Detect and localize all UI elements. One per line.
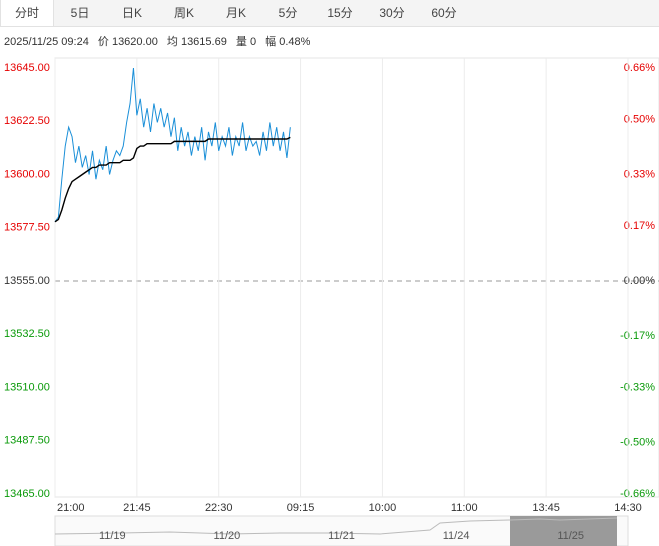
y2-tick-label: -0.17%	[620, 330, 655, 342]
y2-tick-label: -0.50%	[620, 436, 655, 448]
y-tick-label: 13532.50	[4, 328, 50, 340]
x-tick-label: 13:45	[532, 502, 560, 514]
x-tick-label: 21:00	[57, 502, 85, 514]
navigator-date: 11/19	[99, 530, 126, 542]
info-price: 价 13620.00	[97, 36, 158, 48]
y-tick-label: 13645.00	[4, 62, 50, 74]
y-tick-label: 13577.50	[4, 222, 50, 234]
info-change: 幅 0.48%	[265, 36, 311, 48]
navigator-window[interactable]	[510, 516, 617, 546]
y-tick-label: 13510.00	[4, 381, 50, 393]
plot-border	[54, 57, 659, 498]
tab-bar: 分时 5日 日K 周K 月K 5分 15分 30分 60分	[0, 0, 659, 27]
x-tick-label: 09:15	[287, 502, 315, 514]
x-tick-label: 10:00	[369, 502, 397, 514]
x-tick-label: 22:30	[205, 502, 233, 514]
x-tick-label: 14:30	[614, 502, 642, 514]
y-tick-label: 13600.00	[4, 168, 50, 180]
tab[interactable]: 分时	[0, 0, 54, 26]
y2-tick-label: 0.50%	[624, 114, 655, 126]
x-tick-label: 21:45	[123, 502, 151, 514]
tab[interactable]: 30分	[379, 6, 405, 20]
y2-tick-label: -0.66%	[620, 488, 655, 500]
tab[interactable]: 5日	[70, 6, 90, 20]
tab[interactable]: 日K	[121, 6, 142, 20]
price-line	[54, 67, 291, 223]
y2-tick-label: 0.33%	[624, 168, 655, 180]
info-avg: 均 13615.69	[166, 36, 227, 48]
y2-tick-label: -0.33%	[620, 381, 655, 393]
info-volume: 量 0	[235, 36, 257, 48]
price-line	[54, 136, 291, 223]
info-time: 2025/11/25 09:24	[4, 36, 89, 48]
info-line: 2025/11/25 09:24 价 13620.00 均 13615.69 量…	[4, 33, 316, 49]
navigator-date: 11/25	[557, 530, 584, 542]
y2-tick-label: 0.00%	[624, 275, 655, 287]
tab[interactable]: 15分	[327, 6, 353, 20]
y-tick-label: 13465.00	[4, 488, 50, 500]
navigator-date: 11/24	[443, 530, 470, 542]
y2-tick-label: 0.17%	[624, 220, 655, 232]
y2-tick-label: 0.66%	[624, 62, 655, 74]
y-tick-label: 13622.50	[4, 115, 50, 127]
tab[interactable]: 60分	[431, 6, 457, 20]
y-tick-label: 13487.50	[4, 435, 50, 447]
navigator-date: 11/21	[328, 530, 355, 542]
x-tick-label: 11:00	[451, 502, 478, 514]
tab[interactable]: 月K	[225, 6, 246, 20]
y-tick-label: 13555.00	[4, 275, 50, 287]
navigator-line	[54, 517, 618, 535]
navigator-date: 11/20	[214, 530, 241, 542]
tab[interactable]: 周K	[173, 6, 194, 20]
tab[interactable]: 5分	[278, 6, 298, 20]
